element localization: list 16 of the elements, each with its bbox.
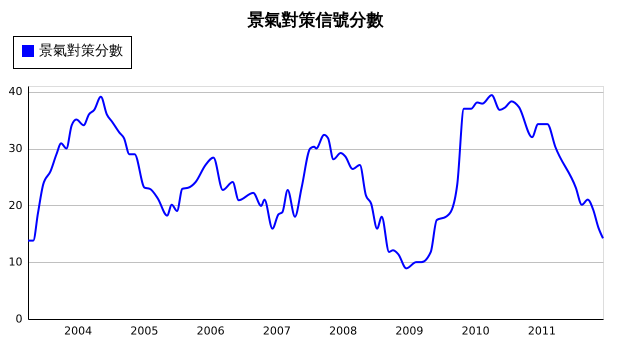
y-tick-label: 40 — [8, 85, 22, 98]
legend-label: 景氣對策分數 — [39, 43, 123, 59]
y-tick-label: 0 — [16, 312, 22, 326]
x-tick-label: 2007 — [262, 324, 291, 338]
x-tick-label: 2006 — [196, 324, 225, 338]
x-tick-label: 2005 — [130, 324, 158, 338]
x-tick-label: 2008 — [329, 324, 358, 338]
y-tick-label: 30 — [8, 142, 22, 156]
x-tick-label: 2010 — [462, 324, 490, 338]
chart-title: 景氣對策信號分數 — [246, 10, 384, 31]
x-tick-label: 2009 — [395, 324, 424, 338]
y-tick-label: 10 — [8, 256, 22, 269]
line-series — [27, 94, 604, 270]
x-tick-label: 2004 — [64, 324, 92, 338]
x-tick-label: 2011 — [528, 324, 556, 338]
y-tick-label: 20 — [8, 198, 22, 212]
